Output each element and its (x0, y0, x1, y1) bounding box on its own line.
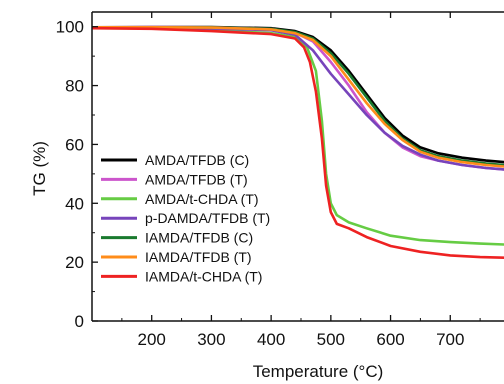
x-tick-label: 700 (436, 330, 464, 349)
x-tick-label: 600 (376, 330, 404, 349)
series-line-6 (92, 26, 504, 168)
x-tick-label: 400 (257, 330, 285, 349)
legend-label: IAMDA/t-CHDA (T) (145, 268, 262, 284)
legend-label: IAMDA/TFDB (T) (145, 249, 252, 265)
legend-label: p-DAMDA/TFDB (T) (145, 210, 270, 226)
legend-label: AMDA/t-CHDA (T) (145, 191, 259, 207)
y-tick-label: 60 (65, 135, 84, 154)
legend-label: AMDA/TFDB (T) (145, 171, 248, 187)
series-line-2 (92, 25, 504, 171)
y-tick-label: 100 (56, 18, 84, 37)
plot-area (92, 25, 504, 259)
x-tick-label: 300 (197, 330, 225, 349)
y-tick-label: 20 (65, 253, 84, 272)
series-line-5 (92, 26, 504, 167)
x-tick-label: 500 (317, 330, 345, 349)
y-tick-label: 0 (75, 312, 84, 331)
legend-label: IAMDA/TFDB (C) (145, 230, 253, 246)
y-axis-title: TG (%) (30, 141, 49, 196)
series-line-7 (92, 26, 504, 259)
series-line-1 (92, 25, 504, 164)
legend: AMDA/TFDB (C) AMDA/TFDB (T) AMDA/t-CHDA (T… (101, 152, 270, 284)
x-axis-title: Temperature (°C) (253, 362, 384, 381)
axes: 200 300 400 500 600 700 0 20 40 60 80 100 (56, 11, 504, 349)
y-tick-label: 40 (65, 194, 84, 213)
y-tick-label: 80 (65, 77, 84, 96)
series-line-4 (92, 26, 504, 171)
legend-label: AMDA/TFDB (C) (145, 152, 249, 168)
x-tick-label: 200 (138, 330, 166, 349)
